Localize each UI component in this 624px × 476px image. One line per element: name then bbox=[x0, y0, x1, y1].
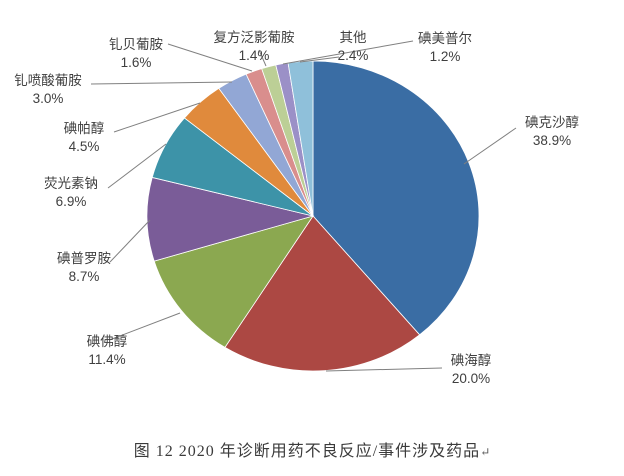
leader-line-7 bbox=[90, 81, 233, 85]
caption-text: 图 12 2020 年诊断用药不良反应/事件涉及药品 bbox=[133, 443, 481, 460]
leader-line-4 bbox=[109, 219, 151, 263]
leader-line-1 bbox=[463, 127, 517, 165]
pie-slice-3 bbox=[153, 215, 314, 348]
leader-line-11 bbox=[299, 56, 340, 63]
leader-line-3 bbox=[111, 312, 181, 340]
leader-line-5 bbox=[107, 143, 167, 189]
figure-caption: 图 12 2020 年诊断用药不良反应/事件涉及药品↵ bbox=[0, 437, 624, 461]
pie-slice-4 bbox=[146, 176, 315, 262]
leader-lines-group bbox=[90, 40, 517, 372]
leader-line-9 bbox=[258, 49, 267, 67]
pie-slice-2 bbox=[224, 215, 421, 372]
leader-line-10 bbox=[282, 40, 414, 65]
leader-line-2 bbox=[325, 367, 443, 372]
paragraph-mark-icon: ↵ bbox=[480, 445, 491, 459]
leader-line-8 bbox=[167, 43, 253, 72]
leader-line-6 bbox=[113, 102, 201, 133]
pie-slices-group bbox=[146, 60, 480, 372]
pie-slice-1 bbox=[312, 60, 480, 336]
